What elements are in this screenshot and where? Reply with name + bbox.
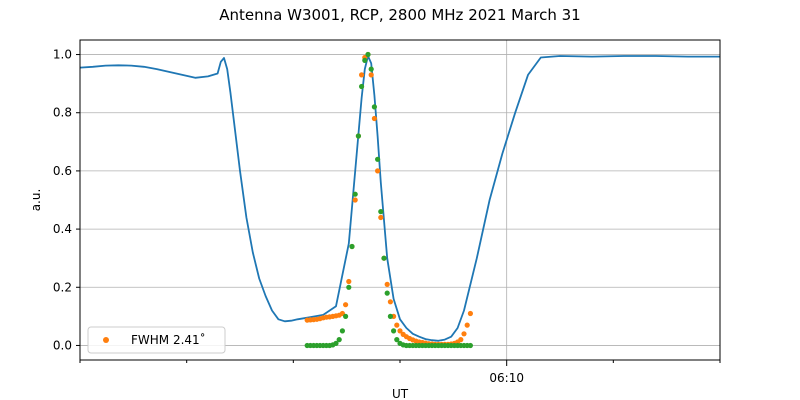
legend: FWHM 2.41˚ [87,326,226,354]
series-2-points [304,51,473,349]
data-point [352,197,358,203]
x-axis: 06:10 [79,360,721,385]
data-point [349,243,355,250]
data-point [375,168,381,174]
y-tick-label: 0.0 [53,338,72,352]
data-point [378,214,384,221]
data-point [461,331,467,337]
data-point [359,72,365,78]
data-point [381,255,387,261]
data-point [384,281,390,287]
data-point [387,299,393,305]
x-axis-label: UT [392,387,409,400]
chart-title: Antenna W3001, RCP, 2800 MHz 2021 March … [219,6,580,24]
data-point [397,328,403,334]
series-layer [79,51,720,349]
data-point [458,337,464,343]
legend-marker [103,337,109,343]
data-point [464,322,470,328]
data-point [371,104,377,110]
data-point [394,337,400,343]
y-tick-label: 0.6 [53,164,72,178]
data-point [391,328,397,334]
data-point [336,337,342,343]
y-tick-label: 0.8 [53,106,72,120]
y-axis: 0.0 0.2 0.4 0.6 0.8 1.0 [53,48,80,352]
data-point [371,115,377,122]
y-tick-label: 0.2 [53,280,72,294]
data-point [343,302,349,308]
data-point [378,209,384,215]
data-point [359,83,365,90]
y-axis-label: a.u. [29,189,43,212]
data-point [375,156,381,162]
data-point [368,72,374,78]
data-point [467,342,473,349]
data-point [355,133,361,139]
x-tick-label: 06:10 [489,371,524,385]
legend-box [87,326,226,354]
data-point [352,191,358,197]
data-point [333,340,339,346]
data-point [387,313,393,319]
data-point [339,328,345,334]
data-point [362,57,368,64]
data-point [346,284,352,290]
data-point [394,322,400,328]
data-point [343,313,349,319]
legend-entry-label: FWHM 2.41˚ [131,332,206,347]
data-point [365,51,371,58]
y-tick-label: 0.4 [53,222,72,236]
data-point [384,290,390,296]
y-tick-label: 1.0 [53,48,72,62]
data-point [467,310,473,317]
data-point [368,66,374,72]
data-point [346,278,352,285]
